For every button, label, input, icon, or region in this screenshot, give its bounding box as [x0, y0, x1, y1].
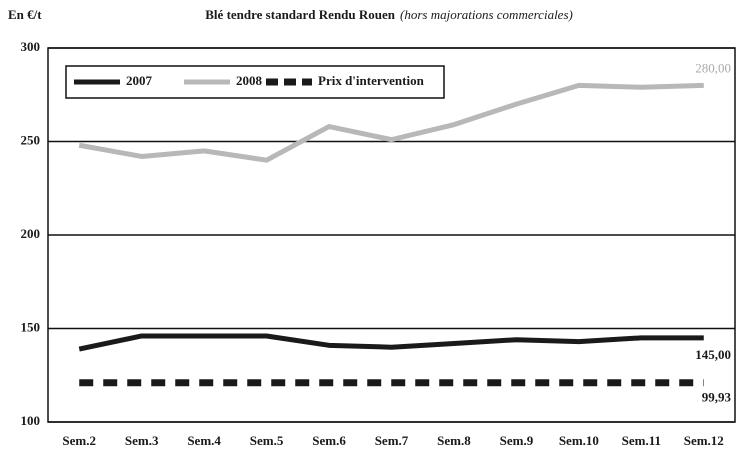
series-line: [78, 333, 704, 352]
x-tick-label: Sem.10: [559, 433, 599, 448]
annotation: 99,93: [702, 390, 732, 405]
x-tick-label: Sem.8: [437, 433, 471, 448]
y-tick-label: 200: [21, 226, 41, 241]
series-line: [78, 82, 704, 163]
y-tick-label: 300: [21, 39, 41, 54]
data-label: 145,00: [695, 347, 731, 362]
x-tick-label: Sem.5: [250, 433, 284, 448]
x-tick-label: Sem.9: [500, 433, 534, 448]
chart-subtitle: (hors majorations commerciales): [400, 7, 573, 22]
x-tick-label: Sem.12: [684, 433, 724, 448]
y-axis-label: En €/t: [8, 7, 42, 22]
data-label: 280,00: [695, 60, 731, 75]
legend-box: [65, 65, 445, 99]
plot-frame: [47, 47, 736, 423]
y-tick-label: 250: [21, 132, 41, 147]
legend-label: Prix d'intervention: [318, 73, 425, 88]
x-tick-label: Sem.7: [375, 433, 409, 448]
y-tick-label: 150: [21, 319, 41, 334]
x-tick-label: Sem.6: [312, 433, 346, 448]
x-tick-label: Sem.4: [187, 433, 221, 448]
x-tick-label: Sem.2: [62, 433, 96, 448]
chart-title: Blé tendre standard Rendu Rouen: [205, 7, 396, 22]
x-tick-label: Sem.3: [125, 433, 159, 448]
x-tick-label: Sem.11: [622, 433, 661, 448]
legend-label: 2008: [236, 73, 263, 88]
legend-label: 2007: [126, 73, 153, 88]
y-tick-label: 100: [21, 413, 41, 428]
